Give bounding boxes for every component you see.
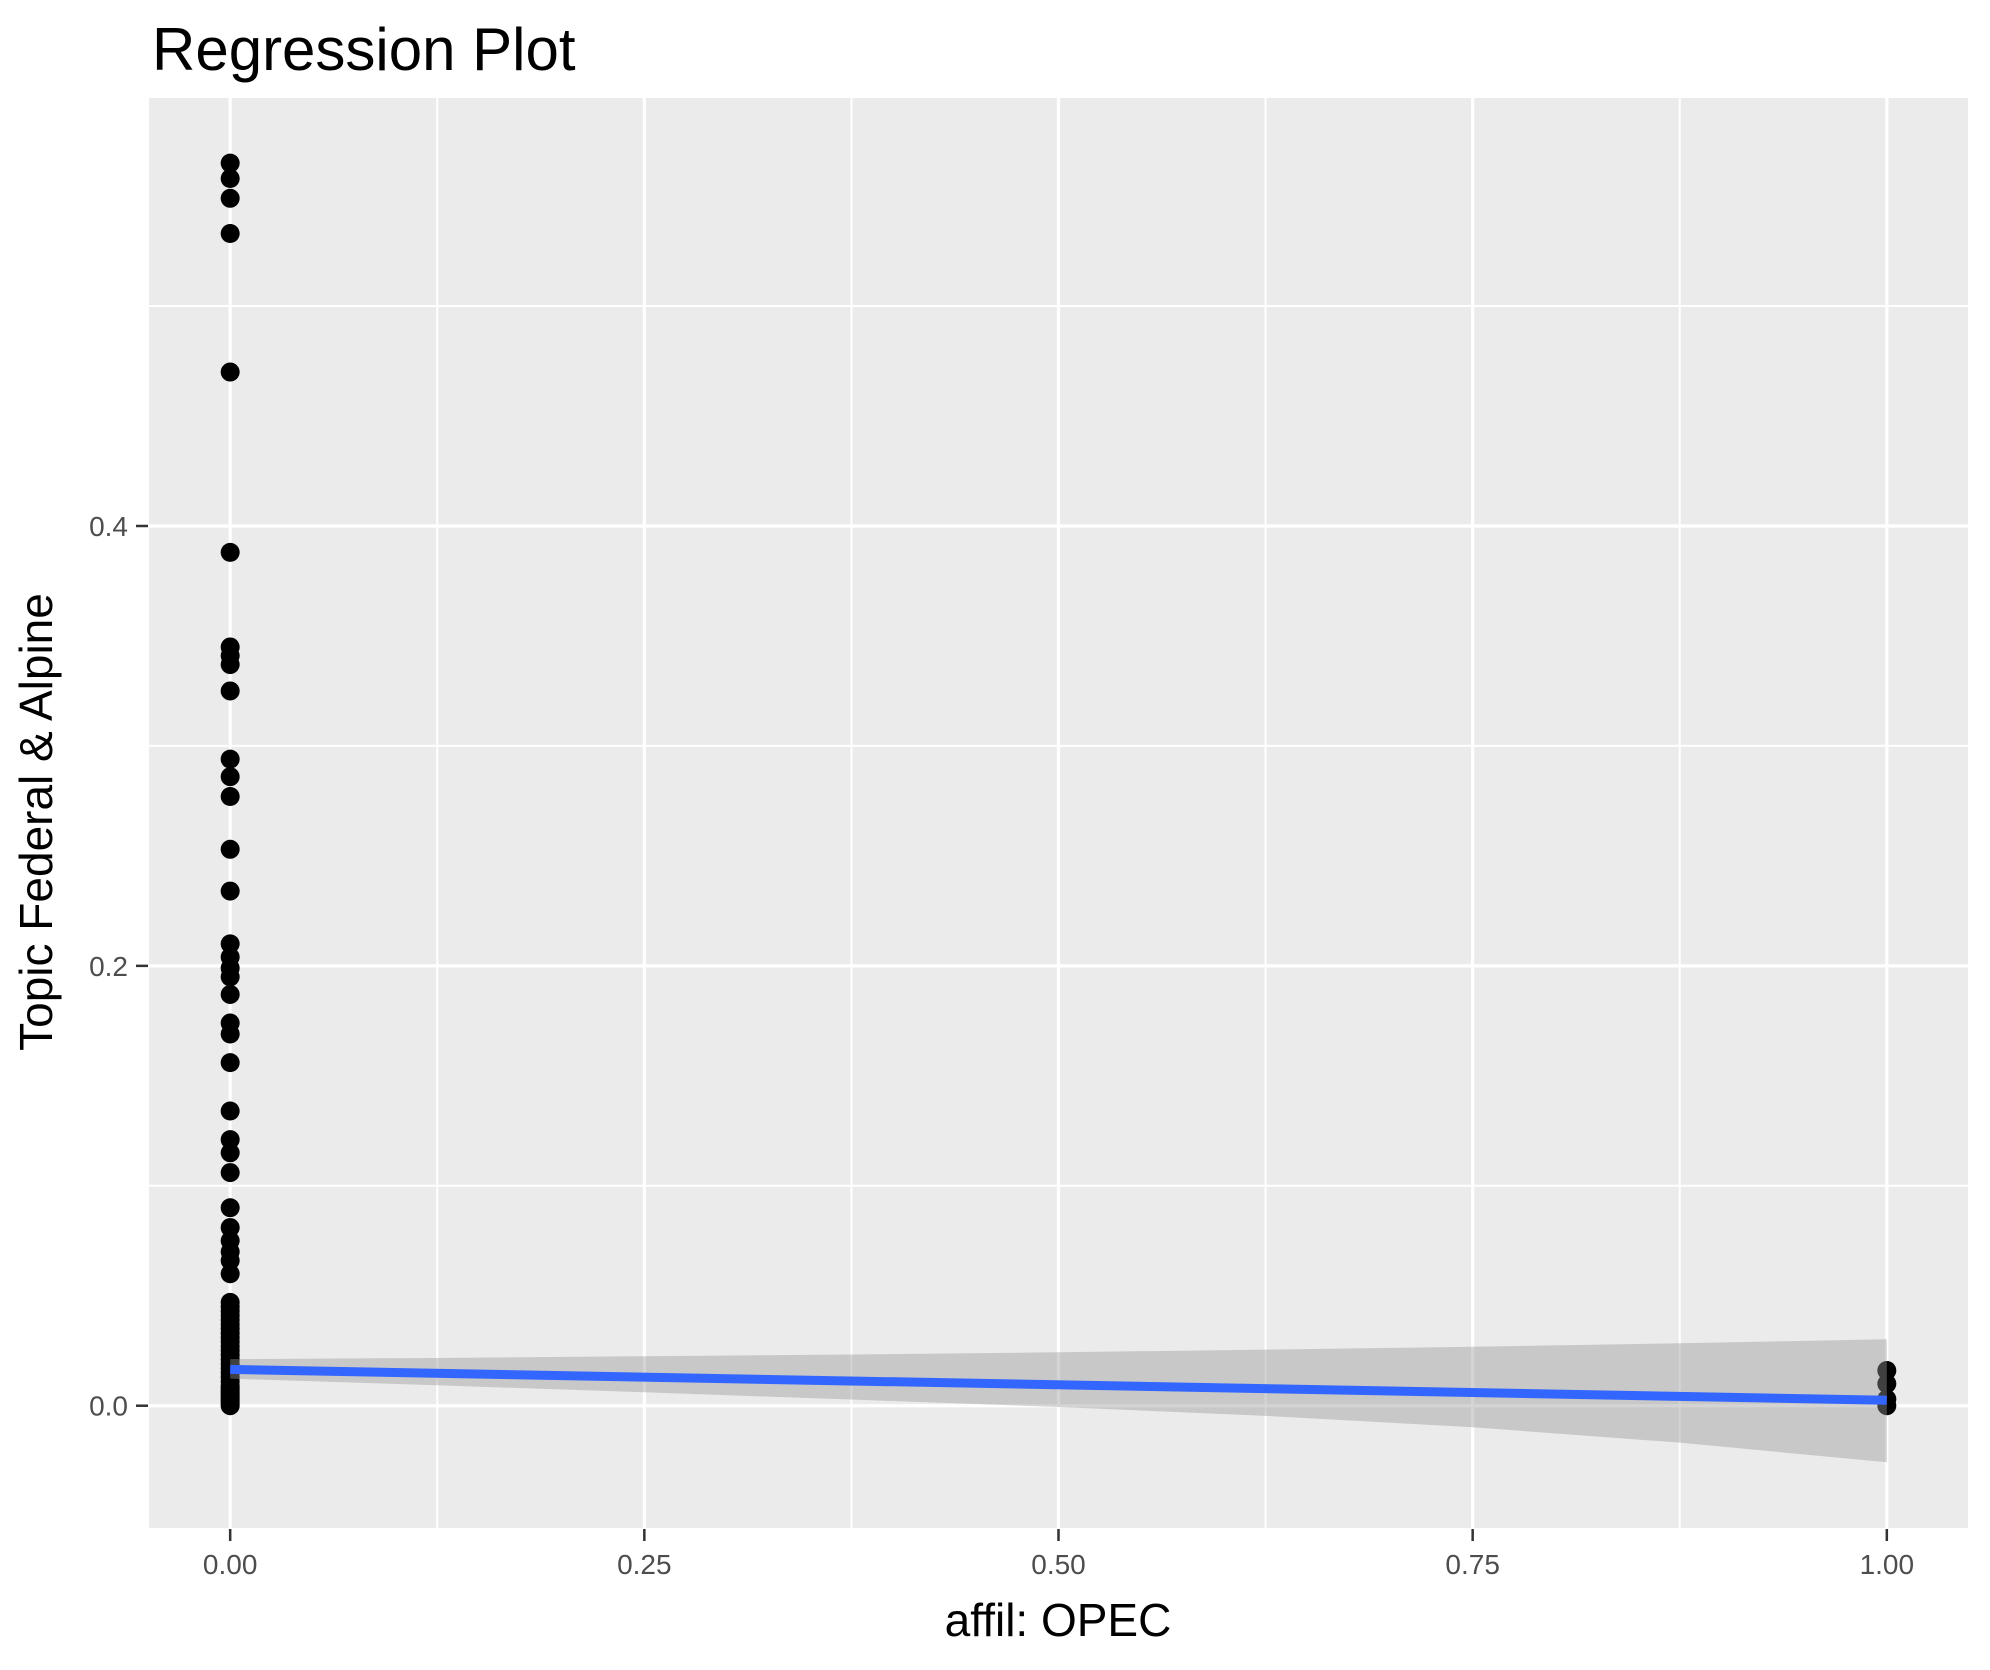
y-axis-title: Topic Federal & Alpine: [10, 593, 62, 1051]
plot-title: Regression Plot: [152, 16, 576, 83]
scatter-point: [220, 1143, 240, 1163]
scatter-point: [220, 1101, 240, 1121]
x-tick-label: 0.00: [203, 1549, 258, 1580]
scatter-point: [220, 188, 240, 208]
x-tick-label: 0.25: [617, 1549, 672, 1580]
scatter-point: [220, 749, 240, 769]
scatter-point: [220, 362, 240, 382]
regression-line: [230, 1364, 1887, 1405]
scatter-point: [220, 787, 240, 807]
scatter-point: [220, 655, 240, 675]
y-tick-label: 0.4: [89, 511, 128, 542]
y-tick-label: 0.2: [89, 951, 128, 982]
scatter-point: [220, 1024, 240, 1044]
scatter-point: [220, 1396, 240, 1416]
scatter-point: [220, 681, 240, 701]
scatter-point: [220, 168, 240, 188]
scatter-point: [220, 967, 240, 987]
scatter-point: [220, 984, 240, 1004]
scatter-point: [220, 767, 240, 787]
scatter-point: [220, 1130, 240, 1150]
x-tick-label: 0.75: [1445, 1549, 1500, 1580]
scatter-point: [220, 153, 240, 173]
scatter-point: [1877, 1374, 1897, 1394]
scatter-point: [220, 1251, 240, 1271]
y-tick-label: 0.0: [89, 1391, 128, 1422]
scatter-point: [220, 542, 240, 562]
x-tick-label: 0.50: [1031, 1549, 1086, 1580]
scatter-point: [220, 1053, 240, 1073]
x-tick-label: 1.00: [1860, 1549, 1915, 1580]
scatter-point: [220, 1264, 240, 1284]
scatter-point: [220, 1198, 240, 1218]
scatter-point: [220, 934, 240, 954]
scatter-point: [220, 1218, 240, 1238]
scatter-point: [1877, 1361, 1897, 1381]
scatter-point: [220, 839, 240, 859]
scatter-point: [220, 881, 240, 901]
confidence-band: [230, 1339, 1887, 1463]
scatter-point: [220, 223, 240, 243]
scatter-point: [220, 1163, 240, 1183]
x-axis-title: affil: OPEC: [945, 1594, 1172, 1646]
